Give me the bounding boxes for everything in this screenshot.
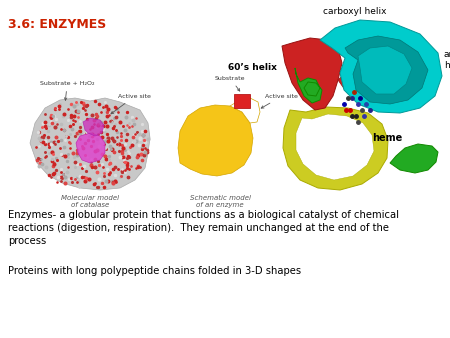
Polygon shape <box>358 46 412 94</box>
Polygon shape <box>30 98 150 190</box>
Text: Molecular model
of catalase: Molecular model of catalase <box>61 195 119 208</box>
FancyBboxPatch shape <box>234 94 250 108</box>
Text: carboxyl helix: carboxyl helix <box>323 7 387 16</box>
Text: Substrate: Substrate <box>215 76 246 91</box>
Polygon shape <box>295 68 322 103</box>
Polygon shape <box>390 144 438 173</box>
Polygon shape <box>282 38 342 110</box>
Text: Proteins with long polypeptide chains folded in 3-D shapes: Proteins with long polypeptide chains fo… <box>8 266 301 276</box>
Polygon shape <box>283 107 388 190</box>
Polygon shape <box>178 105 253 176</box>
Polygon shape <box>345 36 428 104</box>
Text: Substrate + H₂O₂: Substrate + H₂O₂ <box>40 81 94 100</box>
Text: heme: heme <box>372 133 402 143</box>
Text: Schematic model
of an enzyme: Schematic model of an enzyme <box>189 195 251 208</box>
Text: Active site: Active site <box>111 94 151 114</box>
Text: 3.6: ENZYMES: 3.6: ENZYMES <box>8 18 106 31</box>
Polygon shape <box>338 76 368 106</box>
Text: Active site: Active site <box>261 94 298 108</box>
Text: 60’s helix: 60’s helix <box>228 64 277 72</box>
Polygon shape <box>296 114 374 180</box>
Text: amino
helix: amino helix <box>444 50 450 70</box>
Polygon shape <box>83 118 104 136</box>
Text: Enzymes- a globular protein that functions as a biological catalyst of chemical
: Enzymes- a globular protein that functio… <box>8 210 399 246</box>
Polygon shape <box>230 98 260 123</box>
Polygon shape <box>76 133 105 163</box>
Polygon shape <box>320 20 442 113</box>
